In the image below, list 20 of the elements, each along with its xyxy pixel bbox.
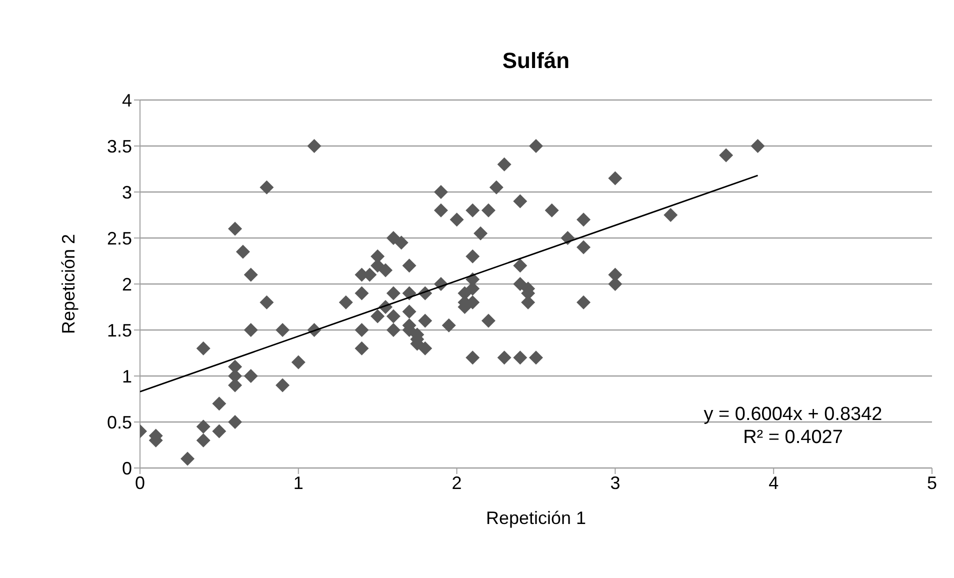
- x-tick-label: 4: [768, 472, 779, 493]
- x-tick-label: 1: [293, 472, 304, 493]
- x-tick-label: 0: [134, 472, 146, 493]
- chart-title: Sulfán: [501, 48, 571, 74]
- y-axis-title: Repetición 2: [58, 234, 78, 334]
- y-tick-label: 3: [122, 182, 132, 202]
- x-tick-label: 5: [926, 472, 938, 493]
- y-tick-label: 0: [122, 458, 132, 478]
- x-tick-label: 3: [610, 472, 620, 493]
- annotation: y = 0.6004x + 0.8342: [702, 403, 884, 426]
- y-tick-label: 2: [122, 274, 132, 294]
- y-tick-label: 1.5: [106, 320, 132, 340]
- y-tick-label: 2.5: [106, 228, 132, 248]
- y-tick-label: 1: [122, 366, 132, 386]
- x-tick-label: 2: [452, 472, 462, 493]
- y-tick-label: 3.5: [106, 136, 132, 156]
- y-tick-label: 4: [122, 90, 132, 110]
- y-tick-label: 0.5: [106, 412, 132, 432]
- x-axis-title: Repetición 1: [486, 508, 586, 528]
- annotation: R² = 0.4027: [742, 426, 844, 449]
